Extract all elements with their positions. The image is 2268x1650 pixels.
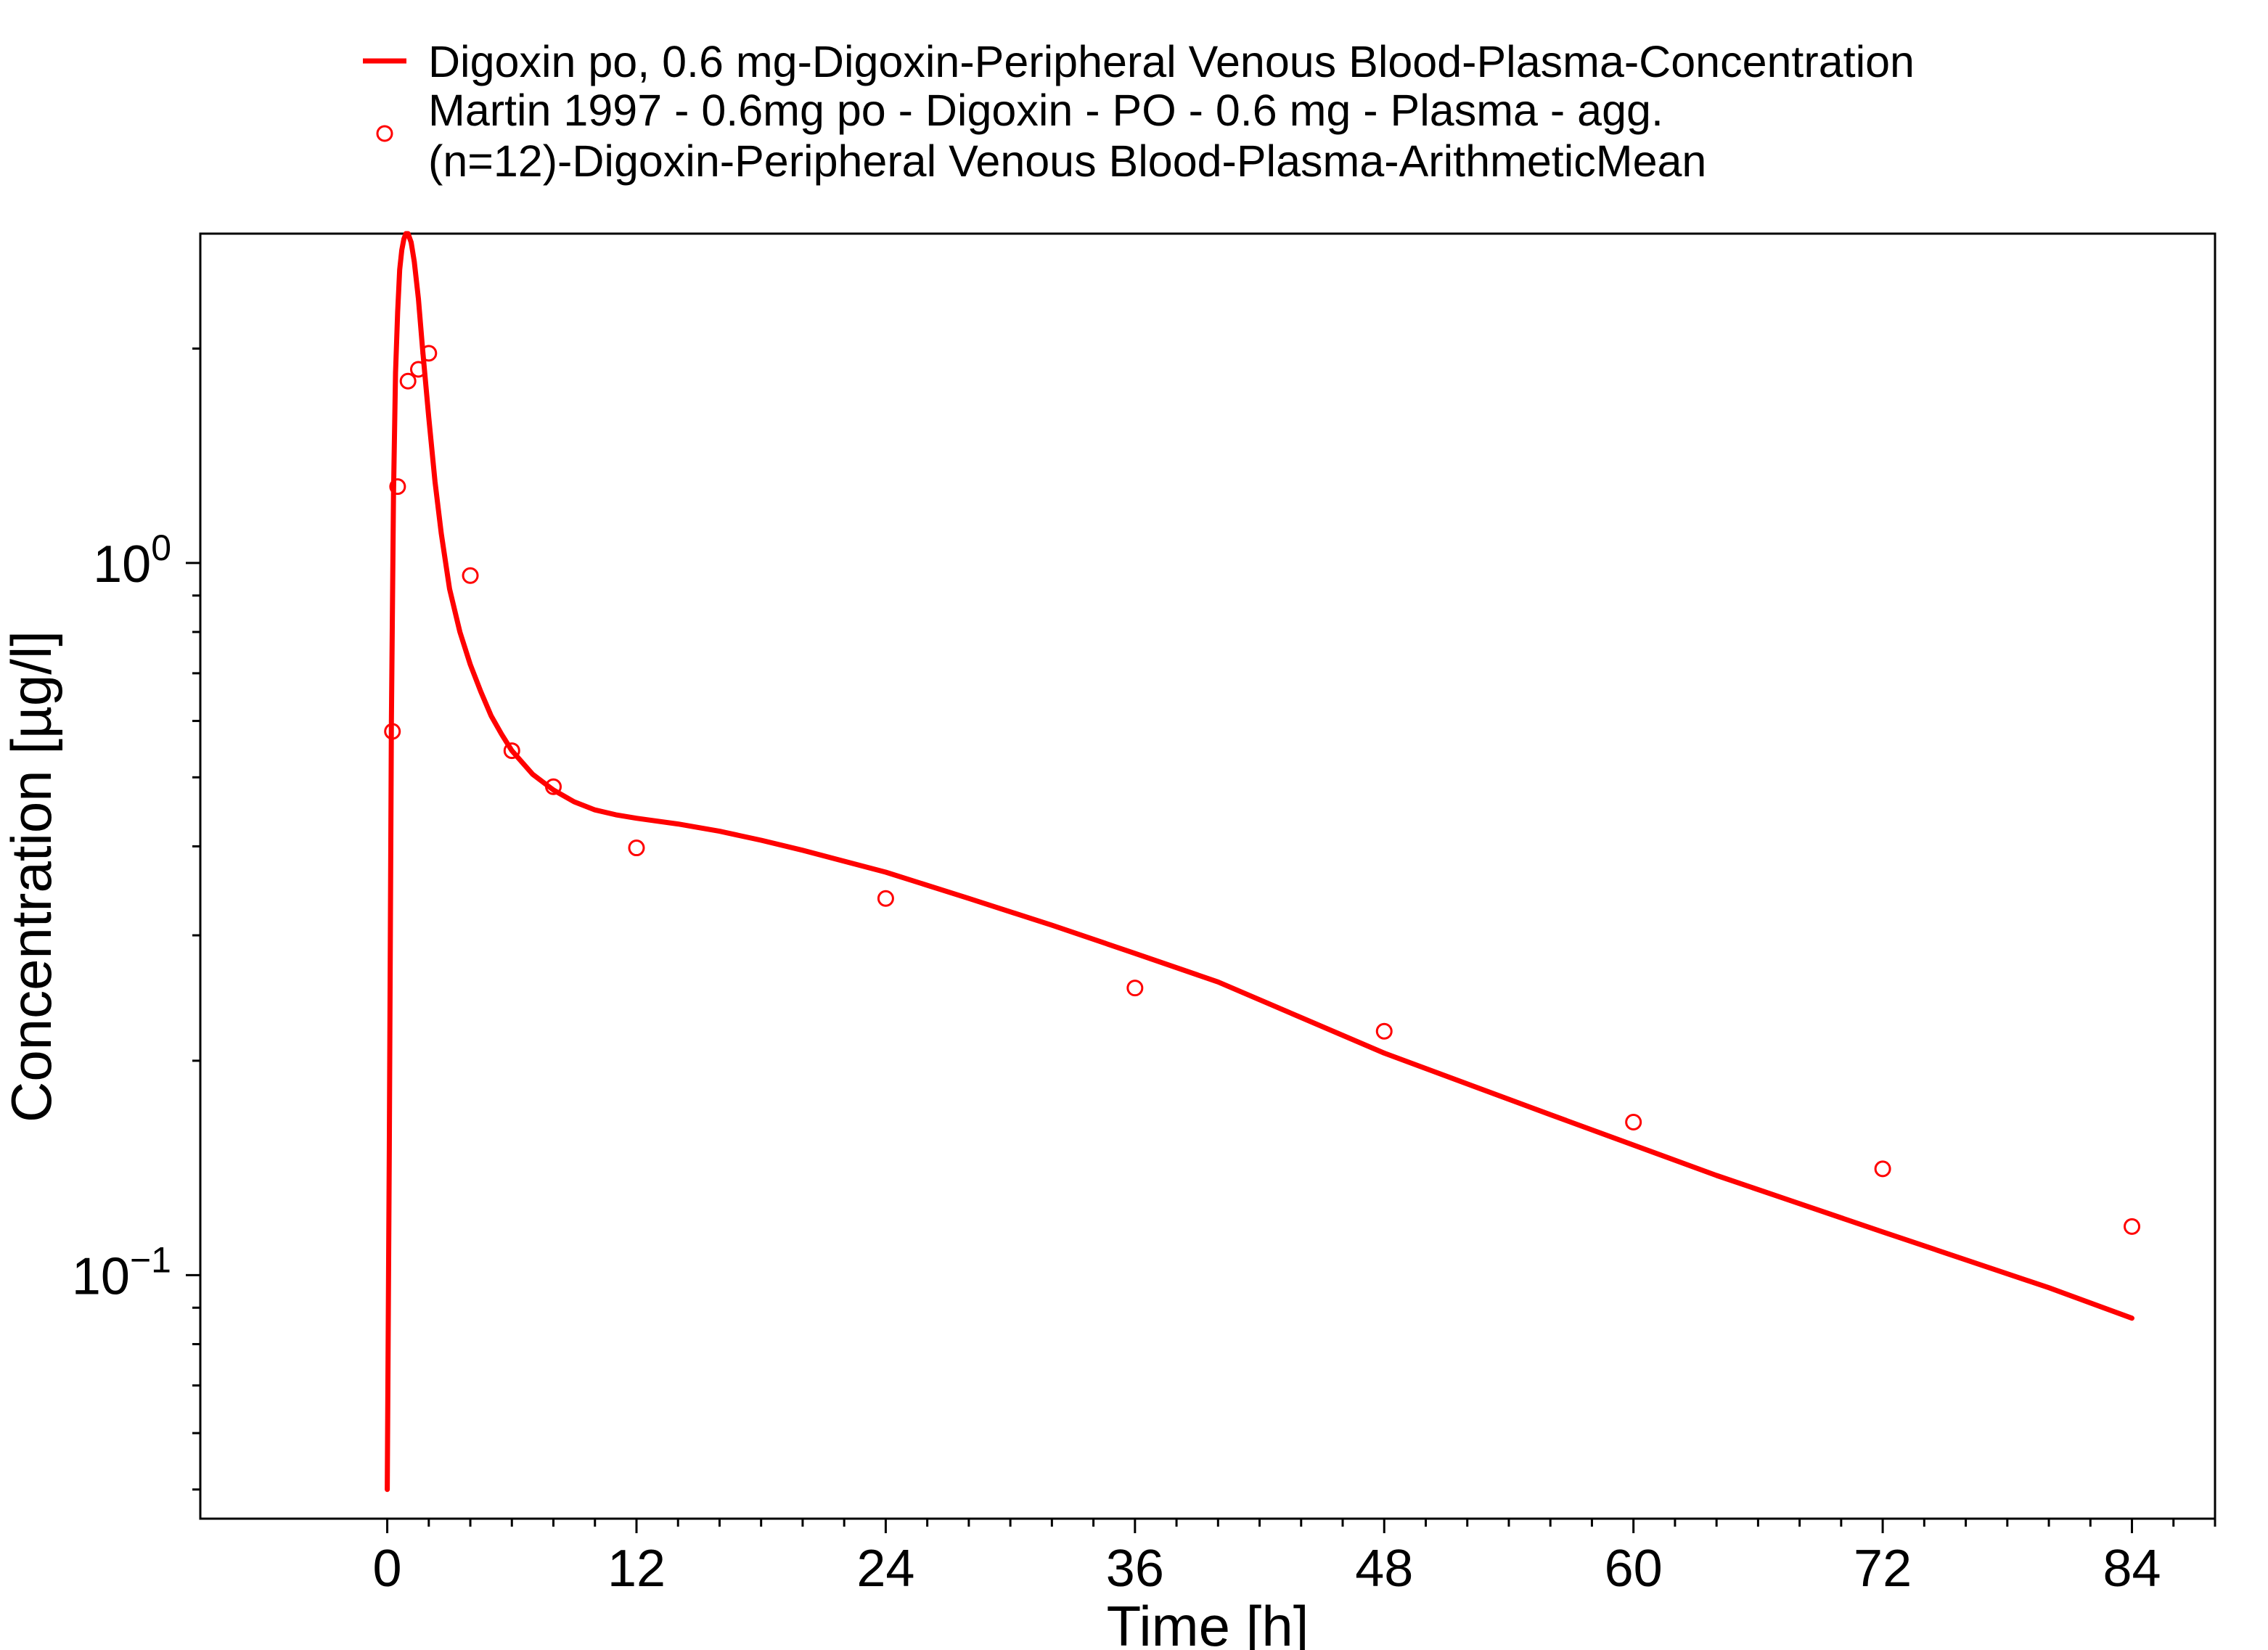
y-tick-label: 10−1 <box>72 1239 171 1305</box>
plot-area-frame <box>199 232 2216 1520</box>
x-axis-title: Time [h] <box>1107 1594 1309 1650</box>
x-tick-label: 12 <box>607 1540 666 1598</box>
legend-label-observed-line-2: (n=12)-Digoxin-Peripheral Venous Blood-P… <box>428 136 1706 186</box>
simulation-line <box>385 231 2134 1493</box>
x-tick-label: 48 <box>1355 1540 1413 1598</box>
x-tick-label: 72 <box>1854 1540 1912 1598</box>
x-tick-label: 84 <box>2103 1540 2161 1598</box>
observed-point <box>877 890 894 907</box>
x-axis: 0 12 24 36 48 60 72 84 <box>373 1519 2216 1598</box>
observed-point <box>420 345 438 362</box>
observed-point <box>409 361 427 378</box>
observed-point <box>1625 1113 1642 1130</box>
observed-point <box>2124 1218 2141 1235</box>
x-tick-label: 0 <box>373 1540 402 1598</box>
observed-point <box>389 478 406 496</box>
y-axis: 100 10−1 <box>72 347 200 1491</box>
legend-label-simulation: Digoxin po, 0.6 mg-Digoxin-Peripheral Ve… <box>428 37 1915 86</box>
observed-point <box>1126 980 1144 997</box>
observed-point <box>503 742 520 760</box>
legend-marker-swatch <box>376 125 393 142</box>
y-axis-title: Concentration [µg/l] <box>0 631 63 1122</box>
observed-point <box>1874 1160 1891 1178</box>
observed-point <box>545 778 562 795</box>
y-tick-label: 100 <box>93 528 171 594</box>
x-tick-label: 36 <box>1106 1540 1164 1598</box>
x-tick-label: 60 <box>1605 1540 1663 1598</box>
x-tick-label: 24 <box>856 1540 914 1598</box>
observed-point <box>628 840 645 857</box>
observed-point <box>384 723 401 740</box>
observed-point <box>399 372 417 390</box>
legend: Digoxin po, 0.6 mg-Digoxin-Peripheral Ve… <box>363 37 1915 186</box>
series-layer <box>384 231 2141 1493</box>
observed-point <box>462 567 479 584</box>
observed-point <box>1375 1022 1393 1040</box>
legend-label-observed-line-1: Martin 1997 - 0.6mg po - Digoxin - PO - … <box>428 86 1663 135</box>
